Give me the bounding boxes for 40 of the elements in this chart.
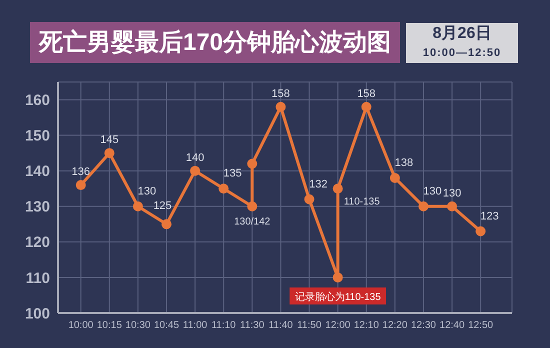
x-tick-label: 11:40 (268, 320, 294, 332)
x-tick-label: 10:45 (154, 320, 180, 332)
x-tick-label: 12:00 (325, 320, 351, 332)
data-label: 130/142 (234, 216, 271, 228)
data-label: 123 (480, 210, 499, 222)
data-label: 140 (186, 152, 204, 164)
x-tick-label: 10:30 (125, 320, 151, 332)
x-tick-label: 11:10 (211, 320, 236, 332)
x-tick-label: 11:30 (240, 320, 265, 332)
data-label: 125 (153, 200, 172, 212)
y-tick-label: 150 (24, 128, 50, 145)
y-tick-label: 120 (24, 234, 50, 252)
data-label: 138 (394, 156, 414, 169)
x-tick-label: 11:50 (297, 320, 322, 332)
x-tick-label: 12:10 (354, 320, 380, 332)
data-label: 130 (442, 187, 462, 200)
x-tick-label: 12:50 (468, 320, 494, 332)
annotation: 记录胎心为110-135 (294, 290, 382, 303)
x-tick-label: 12:20 (382, 320, 408, 332)
y-tick-label: 110 (26, 270, 50, 287)
data-label: 130 (138, 185, 156, 198)
x-tick-label: 10:00 (68, 320, 94, 332)
chart-subtitle: 8月26日 10:00—12:50 (406, 23, 518, 61)
data-label: 145 (100, 134, 119, 146)
y-tick-label: 160 (24, 92, 50, 110)
data-label: 158 (357, 88, 376, 100)
y-tick-label: 130 (24, 198, 50, 216)
data-label: 132 (309, 178, 328, 190)
data-label: 135 (223, 168, 242, 180)
data-label: 110-135 (344, 196, 380, 208)
x-tick-label: 10:15 (96, 320, 122, 332)
data-label: 136 (72, 166, 90, 178)
data-label: 158 (272, 88, 290, 100)
chart-title: 死亡男婴最后170分钟胎心波动图 (30, 22, 400, 63)
x-tick-label: 12:40 (440, 320, 465, 332)
data-label: 130 (423, 185, 442, 198)
x-tick-label: 12:30 (410, 320, 436, 332)
y-tick-label: 100 (24, 305, 50, 322)
x-tick-label: 11:00 (182, 320, 208, 332)
y-tick-label: 140 (24, 163, 50, 180)
